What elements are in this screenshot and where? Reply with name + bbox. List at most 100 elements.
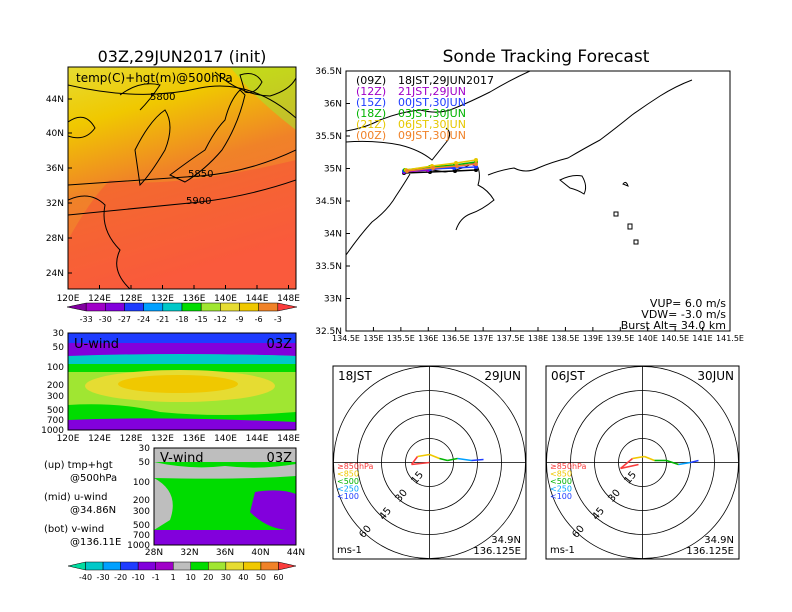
- v-wind-band: [154, 530, 296, 545]
- lat-tick-label: 44N: [287, 548, 305, 558]
- u-wind-jet-core: [118, 375, 238, 393]
- lat-tick-label: 44N: [46, 95, 64, 105]
- lon-tick-label: 148E: [277, 434, 300, 444]
- level-legend: <850: [550, 470, 572, 479]
- note-up: (up) tmp+hgt: [44, 460, 113, 471]
- colorbar-swatch: [85, 302, 106, 312]
- colorbar-swatch: [105, 302, 125, 312]
- hodograph-segment: [429, 453, 440, 460]
- colorbar-swatch: [102, 561, 121, 571]
- lon-tick-label: 134.5E: [332, 334, 360, 343]
- lon-tick-label: 137E: [473, 334, 493, 343]
- pressure-tick-label: 1000: [127, 541, 150, 551]
- legend-time: 06JST,30JUN: [398, 118, 466, 131]
- lat-tick-label: 40N: [46, 129, 64, 139]
- hodograph-segment: [632, 455, 645, 460]
- lon-tick-label: 120E: [57, 294, 80, 304]
- colorbar-swatch: [239, 302, 259, 312]
- pressure-tick-label: 700: [133, 531, 150, 541]
- hodograph-time-left: 06JST: [551, 369, 585, 383]
- level-legend: <500: [550, 477, 572, 486]
- lat-tick-label: 32.5N: [315, 327, 342, 337]
- track-point: [474, 165, 478, 169]
- colorbar-swatch: [137, 561, 156, 571]
- coastline: [346, 173, 411, 256]
- colorbar-label: 30: [221, 573, 231, 582]
- ring-label: 15: [409, 470, 426, 487]
- track-point: [474, 158, 478, 162]
- hodograph-segment: [690, 459, 699, 464]
- track-map-panel: (09Z) 18JST,29JUN2017 (12Z) 21JST,29JUN (15Z…: [315, 67, 744, 343]
- colorbar-swatch: [278, 561, 297, 571]
- lon-tick-label: 132E: [151, 434, 174, 444]
- level-legend: <850: [337, 470, 359, 479]
- colorbar-swatch: [124, 302, 144, 312]
- lon-tick-label: 135E: [363, 334, 383, 343]
- lon-tick-label: 140E: [214, 434, 237, 444]
- colorbar-label: -27: [118, 315, 131, 324]
- lon-tick-label: 136E: [183, 294, 206, 304]
- right-title: Sonde Tracking Forecast: [443, 47, 650, 67]
- colorbar-label: -18: [175, 315, 188, 324]
- colorbar-label: -33: [80, 315, 93, 324]
- colorbar-label: -10: [132, 573, 145, 582]
- u-wind-band: [68, 354, 296, 364]
- track-point: [474, 168, 478, 172]
- track-point: [431, 166, 435, 170]
- colorbar-label: 60: [273, 573, 283, 582]
- colorbar-label: -30: [99, 315, 112, 324]
- u-wind-time: 03Z: [267, 337, 293, 352]
- legend-code: (09Z): [356, 74, 386, 87]
- note-bot-lon: @136.11E: [70, 537, 121, 548]
- note-mid: (mid) u-wind: [44, 492, 107, 503]
- track-param-vup: VUP= 6.0 m/s: [650, 297, 726, 310]
- track-line: [405, 159, 477, 171]
- colorbar-label: -40: [79, 573, 92, 582]
- contour-line: [68, 149, 296, 186]
- ring-label: 15: [622, 470, 639, 487]
- ring-label: 45: [590, 506, 607, 523]
- u-wind-band: [68, 343, 296, 358]
- track-param-vdw: VDW= -3.0 m/s: [641, 308, 726, 321]
- colorbar-swatch: [260, 561, 279, 571]
- lat-tick-label: 34.5N: [315, 197, 342, 207]
- temp-map-overlay-label: temp(C)+hgt(m)@500hPa: [76, 71, 233, 85]
- colorbar-swatch: [143, 302, 164, 312]
- colorbar-label: -1: [152, 573, 160, 582]
- level-legend: <250: [337, 485, 359, 494]
- lon-tick-label: 141.5E: [716, 334, 744, 343]
- colorbar-label: -30: [97, 573, 110, 582]
- hodograph-segment: [619, 457, 634, 470]
- lon-tick-label: 141E: [692, 334, 712, 343]
- pressure-tick-label: 50: [53, 343, 65, 353]
- hodograph-frame: [545, 365, 740, 560]
- lat-tick-label: 24N: [46, 269, 64, 279]
- colorbar-swatch: [172, 561, 192, 571]
- colorbar-swatch: [277, 302, 298, 312]
- hodograph-time-left: 18JST: [338, 369, 372, 383]
- colorbar-swatch: [120, 561, 139, 571]
- v-wind-frame: [153, 447, 297, 546]
- legend-time: 09JST,30JUN: [398, 129, 466, 142]
- pressure-tick-label: 200: [133, 496, 150, 506]
- ring-label: 45: [377, 506, 394, 523]
- level-legend: ≥850hPa: [337, 462, 374, 471]
- pressure-tick-label: 1000: [41, 426, 64, 436]
- hodograph-segment: [417, 453, 430, 458]
- pressure-tick-label: 100: [133, 478, 150, 488]
- colorbar-swatch: [258, 302, 279, 312]
- pressure-tick-label: 700: [47, 416, 64, 426]
- u-wind-band: [68, 364, 296, 372]
- u-wind-label: U-wind: [74, 337, 119, 352]
- lat-tick-label: 36.5N: [315, 67, 342, 77]
- lon-tick-label: 136.5E: [442, 334, 470, 343]
- level-legend: <250: [550, 485, 572, 494]
- hodograph-lat: 34.9N: [491, 535, 521, 546]
- level-legend: <100: [337, 492, 359, 501]
- pressure-tick-label: 500: [133, 521, 150, 531]
- note-up-level: @500hPa: [70, 473, 117, 484]
- pressure-tick-label: 50: [139, 458, 151, 468]
